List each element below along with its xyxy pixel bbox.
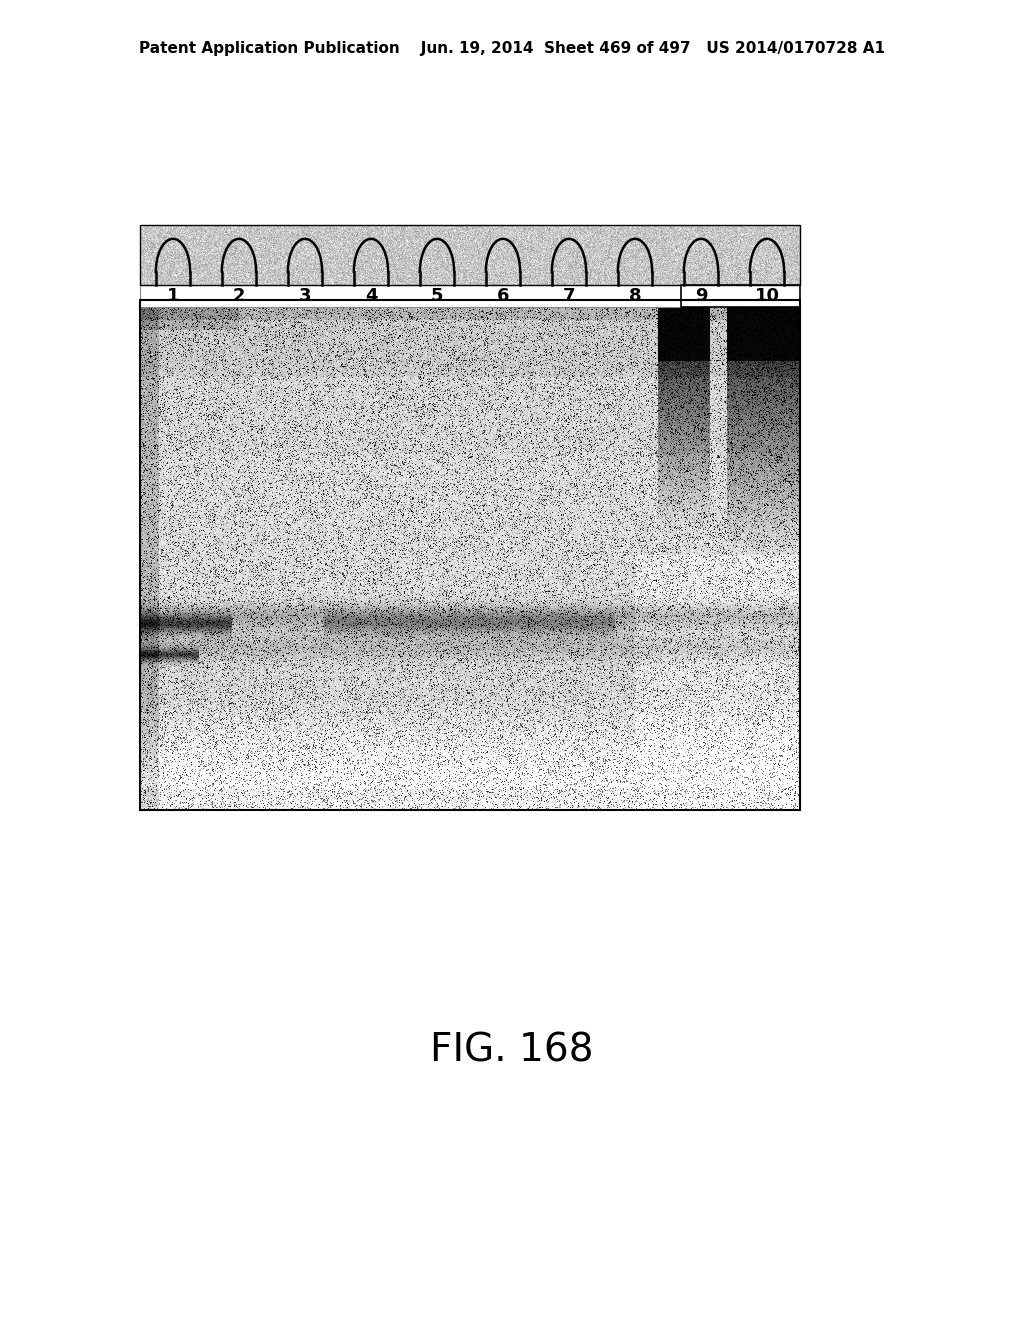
Text: FIG. 168: FIG. 168 [430, 1031, 594, 1069]
Text: 6: 6 [497, 286, 509, 305]
Text: 8: 8 [629, 286, 641, 305]
Bar [140, 224, 800, 285]
Text: Patent Application Publication    Jun. 19, 2014  Sheet 469 of 497   US 2014/0170: Patent Application Publication Jun. 19, … [139, 41, 885, 55]
Text: 2: 2 [232, 286, 246, 305]
Text: 3: 3 [299, 286, 311, 305]
Text: 10: 10 [755, 286, 779, 305]
Bar [140, 300, 800, 810]
Text: 9: 9 [694, 286, 708, 305]
Text: 1: 1 [167, 286, 179, 305]
Text: 7: 7 [563, 286, 575, 305]
Text: 4: 4 [365, 286, 377, 305]
Text: 5: 5 [431, 286, 443, 305]
Bar [140, 285, 681, 308]
Bar [681, 285, 800, 308]
